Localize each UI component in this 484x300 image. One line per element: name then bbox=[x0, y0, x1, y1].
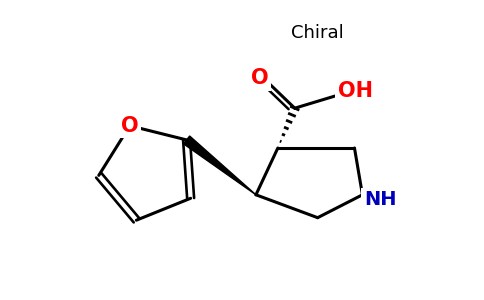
Text: Chiral: Chiral bbox=[291, 23, 344, 41]
Text: OH: OH bbox=[338, 81, 373, 101]
Text: NH: NH bbox=[364, 190, 396, 209]
Polygon shape bbox=[183, 136, 256, 195]
Text: O: O bbox=[251, 68, 269, 88]
Text: O: O bbox=[121, 116, 138, 136]
